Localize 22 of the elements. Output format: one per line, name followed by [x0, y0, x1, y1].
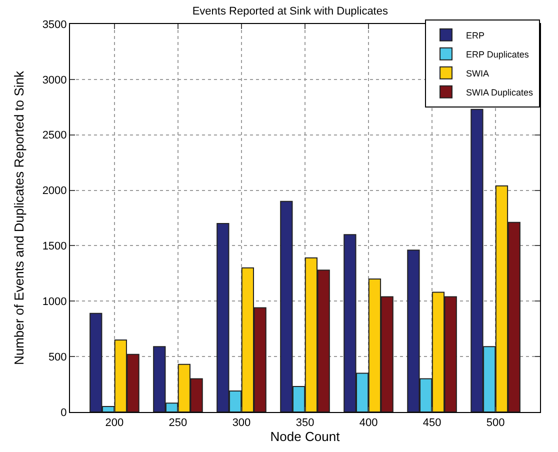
- x-tick-label: 350: [296, 417, 314, 430]
- x-tick-label: 200: [105, 417, 124, 430]
- x-tick-label: 300: [232, 417, 251, 430]
- legend-label: ERP Duplicates: [466, 49, 530, 60]
- legend-label: SWIA: [466, 68, 490, 78]
- y-axis-title: Number of Events and Duplicates Reported to Sink: [11, 70, 26, 366]
- legend-label: SWIA Duplicates: [466, 87, 534, 98]
- y-tick-label: 500: [48, 351, 67, 364]
- y-tick-label: 0: [60, 406, 67, 419]
- y-tick-label: 1500: [42, 240, 67, 253]
- x-tick-label: 500: [486, 417, 505, 430]
- legend-label: ERP: [466, 30, 485, 40]
- x-tick-label: 400: [359, 417, 378, 430]
- y-tick-label: 1000: [42, 296, 67, 308]
- chart-title: Events Reported at Sink with Duplicates: [192, 5, 388, 18]
- y-tick-label: 2000: [42, 185, 67, 198]
- y-tick-label: 3500: [42, 18, 67, 31]
- x-axis-title: Node Count: [270, 429, 340, 444]
- x-tick-label: 250: [168, 417, 188, 430]
- y-tick-label: 3000: [42, 74, 67, 86]
- y-tick-label: 2500: [42, 130, 67, 142]
- x-tick-label: 450: [422, 417, 442, 430]
